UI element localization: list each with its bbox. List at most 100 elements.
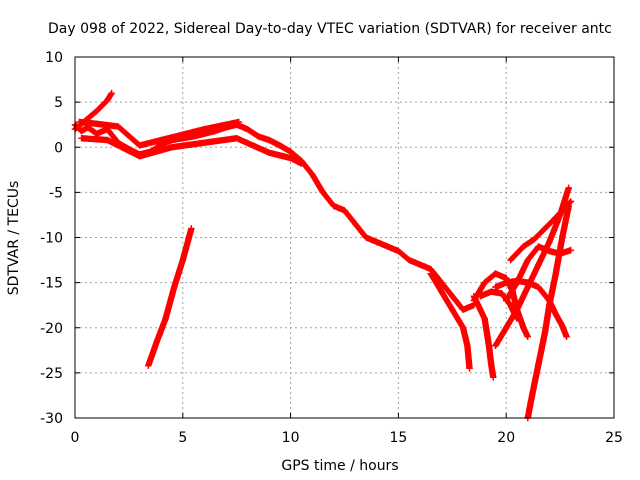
data-point — [492, 270, 499, 277]
x-tick-label: 0 — [71, 430, 80, 446]
data-point — [552, 214, 559, 221]
data-point — [492, 283, 499, 291]
data-point — [503, 324, 510, 331]
data-point — [341, 207, 348, 214]
data-point — [145, 362, 152, 369]
y-tick-label: -5 — [49, 185, 63, 201]
y-tick-label: 10 — [45, 50, 63, 66]
data-point — [535, 283, 542, 291]
data-point — [524, 333, 531, 340]
grid — [75, 57, 614, 418]
data-point — [362, 234, 370, 241]
chart-title: Day 098 of 2022, Sidereal Day-to-day VTE… — [48, 21, 612, 37]
data-point — [524, 256, 531, 264]
data-point — [481, 315, 488, 322]
data-point — [546, 247, 553, 255]
data-point — [487, 288, 495, 295]
data-point — [565, 202, 572, 210]
data-point — [405, 256, 413, 264]
data-point — [490, 374, 497, 381]
data-point — [170, 283, 178, 291]
data-point — [438, 288, 445, 295]
data-point — [427, 270, 434, 277]
data-point — [287, 154, 294, 162]
data-point — [520, 324, 527, 331]
y-axis: 10 5 0 -5 -10 -15 -20 -25 -30 — [40, 50, 614, 427]
data-point — [552, 270, 559, 277]
y-tick-label: -20 — [40, 321, 63, 337]
data-point — [373, 238, 381, 246]
data-point — [541, 225, 549, 232]
x-tick-label: 15 — [389, 430, 407, 446]
data-point — [319, 189, 327, 196]
data-point — [485, 342, 493, 349]
data-point — [136, 153, 143, 160]
series-steep-left-line — [145, 225, 195, 369]
data-point — [541, 329, 549, 336]
x-tick-label: 20 — [497, 430, 515, 446]
data-point — [513, 315, 521, 322]
data-point — [546, 238, 553, 246]
data-point — [162, 315, 169, 322]
data-point — [188, 225, 195, 232]
data-point — [535, 243, 542, 250]
data-point — [552, 311, 559, 318]
data-point — [459, 324, 467, 331]
data-point — [352, 220, 359, 228]
data-point — [244, 126, 251, 133]
data-point — [503, 297, 510, 304]
data-point — [449, 306, 456, 313]
data-point-markers — [145, 225, 195, 369]
series-right-rise-d — [524, 202, 572, 422]
data-point — [492, 342, 499, 349]
data-point — [503, 279, 510, 286]
data-point — [168, 144, 176, 151]
data-point — [298, 160, 305, 167]
series-lower-band — [78, 135, 305, 167]
data-point — [235, 118, 243, 126]
x-tick-label: 10 — [282, 430, 300, 446]
data-point — [477, 292, 484, 300]
x-tick-label: 5 — [178, 430, 187, 446]
data-point — [308, 171, 316, 178]
data-point — [513, 279, 521, 286]
data-point — [201, 139, 208, 146]
data-point — [528, 392, 536, 399]
series-late-descent-a — [427, 270, 473, 372]
data-point — [255, 133, 262, 140]
data-point — [265, 149, 273, 156]
y-tick-label: 5 — [54, 95, 63, 111]
data-point — [498, 290, 506, 297]
y-tick-label: -30 — [40, 411, 63, 427]
data-point — [201, 126, 208, 133]
data-point — [136, 142, 143, 149]
data-point — [104, 136, 111, 144]
x-axis: 0 5 10 15 20 25 — [71, 57, 623, 446]
series-upper-band — [76, 118, 243, 149]
data-point — [513, 306, 521, 313]
data-point — [459, 306, 467, 313]
data-point — [487, 360, 495, 368]
data-point — [567, 246, 575, 254]
data-point — [276, 142, 284, 149]
data-point — [559, 234, 566, 241]
data-point — [449, 292, 456, 300]
data-points — [71, 89, 575, 422]
data-point — [416, 261, 424, 268]
data-point — [531, 236, 538, 243]
data-point — [158, 136, 165, 144]
x-tick-label: 25 — [605, 430, 623, 446]
data-point — [535, 360, 542, 368]
y-tick-label: -10 — [40, 231, 63, 247]
data-point — [78, 135, 85, 142]
data-point — [222, 121, 230, 128]
data-point — [93, 107, 100, 115]
data-point — [466, 365, 473, 372]
x-axis-title: GPS time / hours — [281, 458, 398, 474]
data-point — [520, 243, 527, 250]
y-tick-label: 0 — [54, 140, 63, 156]
data-point — [559, 322, 566, 330]
data-point-markers — [427, 270, 473, 372]
data-point — [114, 123, 122, 130]
